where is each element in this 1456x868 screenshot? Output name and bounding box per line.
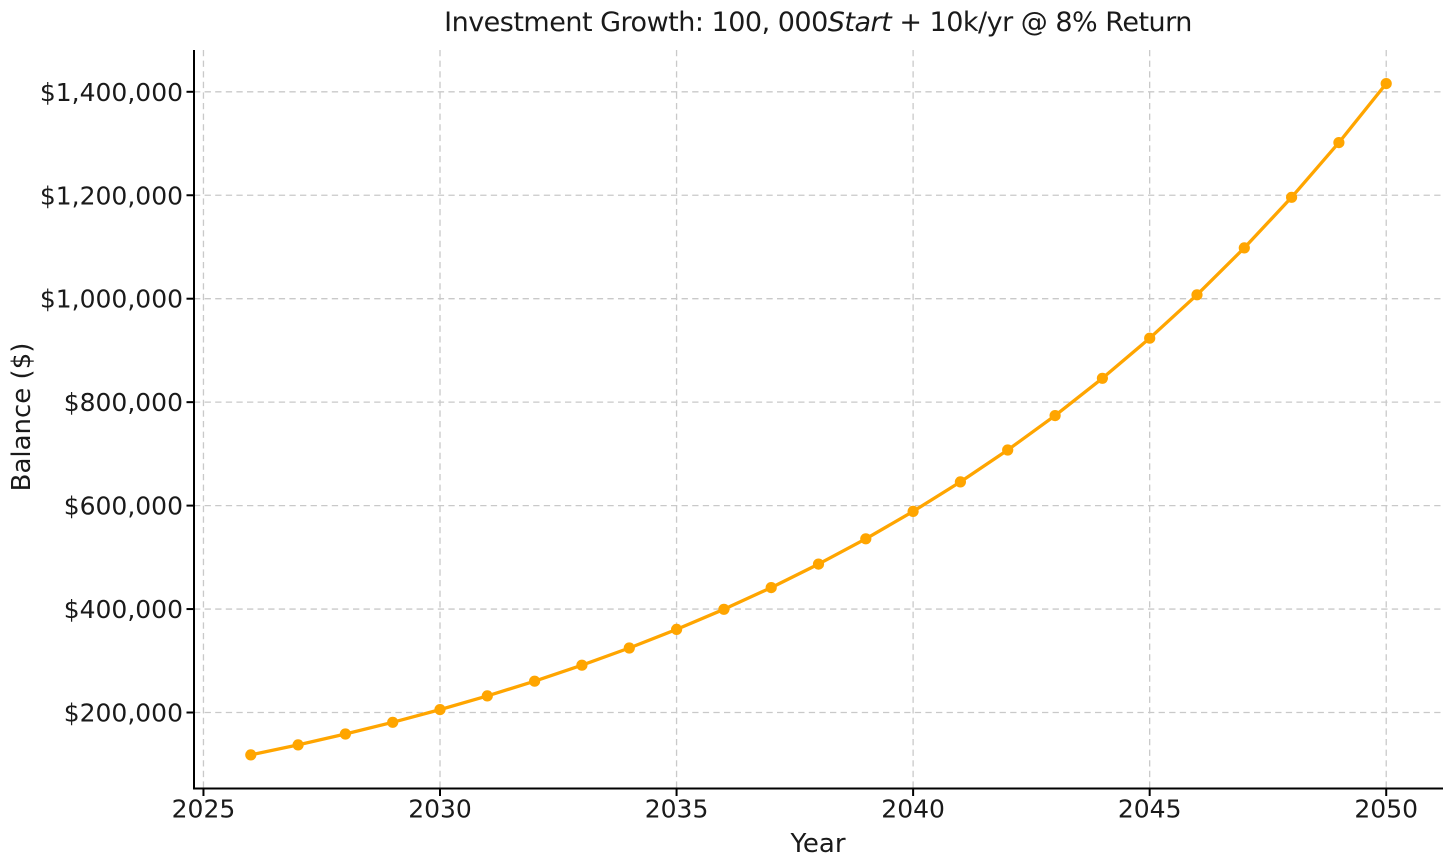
x-tick-label: 2030 (408, 795, 472, 824)
chart-title-suffix: + 10k/yr @ 8% Return (891, 7, 1192, 38)
chart-title: Investment Growth: 100, 000Start + 10k/y… (444, 7, 1192, 38)
data-point-2033 (576, 659, 588, 671)
y-tick-label: $600,000 (64, 492, 183, 521)
x-tick-label: 2035 (645, 795, 709, 824)
data-point-2045 (1144, 332, 1156, 344)
data-point-2039 (860, 533, 872, 545)
data-point-2031 (481, 690, 493, 702)
y-axis-label: Balance ($) (7, 342, 37, 492)
data-point-2050 (1380, 78, 1392, 90)
data-point-2028 (339, 728, 351, 740)
data-point-2044 (1096, 372, 1108, 384)
y-tick-label: $1,200,000 (40, 181, 183, 210)
y-tick-label: $1,400,000 (40, 78, 183, 107)
data-point-2041 (954, 476, 967, 488)
x-tick-label: 2040 (881, 795, 945, 824)
data-point-2038 (812, 558, 825, 570)
x-tick-label: 2025 (172, 795, 236, 824)
data-point-2046 (1191, 289, 1203, 301)
data-point-2048 (1286, 191, 1298, 203)
data-point-2049 (1333, 137, 1345, 149)
y-tick-label: $1,000,000 (40, 285, 183, 314)
data-point-2029 (387, 716, 399, 728)
chart-title-prefix: Investment Growth: 100, 000 (444, 7, 828, 38)
data-point-2030 (434, 704, 446, 716)
data-point-2042 (1002, 444, 1014, 456)
y-tick-label: $400,000 (64, 595, 183, 624)
data-point-2036 (718, 603, 730, 615)
x-tick-label: 2050 (1354, 795, 1418, 824)
y-tick-label: $200,000 (64, 699, 183, 728)
data-point-2035 (671, 623, 683, 636)
y-tick-label: $800,000 (64, 388, 183, 417)
data-point-2027 (292, 739, 304, 751)
data-point-2047 (1238, 242, 1250, 254)
data-point-2032 (529, 675, 541, 687)
x-axis-label: Year (790, 829, 846, 859)
x-tick-label: 2045 (1118, 795, 1182, 824)
data-point-2034 (623, 642, 635, 654)
data-point-2040 (907, 505, 919, 517)
data-point-2037 (765, 582, 777, 594)
chart-title-variable: Start (827, 7, 892, 38)
balance-line (249, 81, 1388, 757)
data-point-2026 (245, 749, 257, 761)
data-point-2043 (1049, 410, 1061, 422)
